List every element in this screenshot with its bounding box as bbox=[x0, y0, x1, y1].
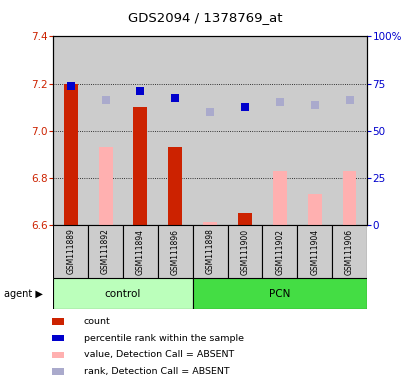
Bar bbox=[192, 278, 366, 309]
Bar bbox=[262, 225, 297, 278]
Bar bbox=[192, 225, 227, 278]
Bar bbox=[52, 335, 64, 341]
Bar bbox=[157, 36, 192, 225]
Text: agent ▶: agent ▶ bbox=[4, 289, 43, 299]
Bar bbox=[227, 36, 262, 225]
Text: GSM111892: GSM111892 bbox=[101, 228, 110, 275]
Text: GSM111894: GSM111894 bbox=[136, 228, 144, 275]
Text: count: count bbox=[83, 317, 110, 326]
Bar bbox=[53, 278, 192, 309]
Bar bbox=[53, 225, 88, 278]
Bar bbox=[307, 194, 321, 225]
Bar bbox=[297, 36, 331, 225]
Bar bbox=[192, 36, 227, 225]
Text: value, Detection Call = ABSENT: value, Detection Call = ABSENT bbox=[83, 351, 234, 359]
Text: GDS2094 / 1378769_at: GDS2094 / 1378769_at bbox=[128, 11, 281, 24]
Bar bbox=[331, 36, 366, 225]
Text: GSM111898: GSM111898 bbox=[205, 228, 214, 275]
Bar bbox=[168, 147, 182, 225]
Bar bbox=[64, 84, 78, 225]
Text: rank, Detection Call = ABSENT: rank, Detection Call = ABSENT bbox=[83, 367, 229, 376]
Bar bbox=[52, 368, 64, 375]
Text: GSM111906: GSM111906 bbox=[344, 228, 353, 275]
Text: control: control bbox=[105, 289, 141, 299]
Text: GSM111904: GSM111904 bbox=[310, 228, 318, 275]
Bar bbox=[52, 318, 64, 325]
Bar bbox=[123, 36, 157, 225]
Bar bbox=[237, 213, 251, 225]
Bar bbox=[52, 352, 64, 358]
Bar bbox=[99, 147, 112, 225]
Text: GSM111902: GSM111902 bbox=[275, 228, 283, 275]
Text: GSM111896: GSM111896 bbox=[171, 228, 179, 275]
Bar bbox=[123, 225, 157, 278]
Bar bbox=[133, 107, 147, 225]
Text: GSM111900: GSM111900 bbox=[240, 228, 249, 275]
Text: percentile rank within the sample: percentile rank within the sample bbox=[83, 334, 243, 343]
Bar bbox=[331, 225, 366, 278]
Bar bbox=[227, 225, 262, 278]
Bar bbox=[272, 170, 286, 225]
Bar bbox=[262, 36, 297, 225]
Bar bbox=[297, 225, 331, 278]
Bar bbox=[88, 225, 123, 278]
Text: GSM111889: GSM111889 bbox=[66, 228, 75, 275]
Text: PCN: PCN bbox=[268, 289, 290, 299]
Bar bbox=[88, 36, 123, 225]
Bar bbox=[53, 36, 88, 225]
Bar bbox=[342, 170, 355, 225]
Bar bbox=[202, 222, 217, 225]
Bar bbox=[157, 225, 192, 278]
